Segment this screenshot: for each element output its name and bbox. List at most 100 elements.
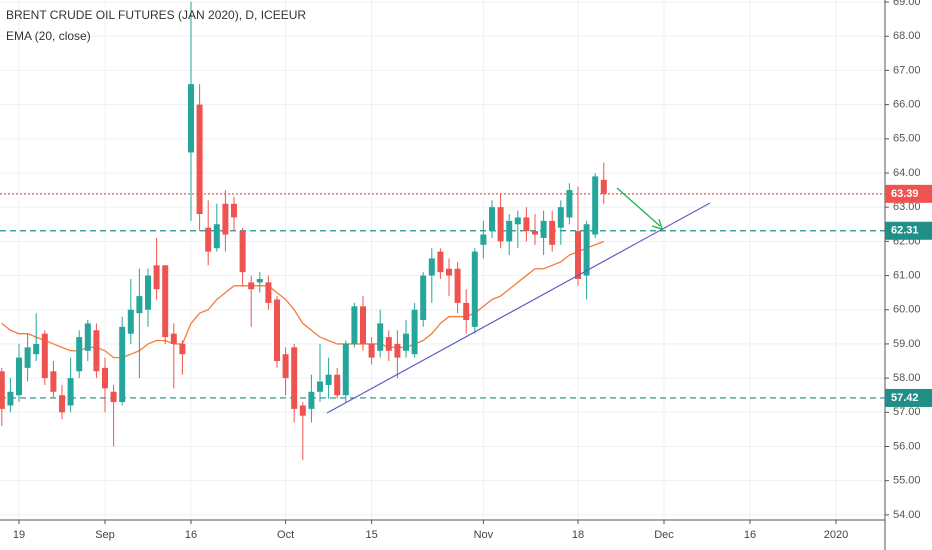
candle-body (411, 309, 418, 355)
candle-body (50, 371, 57, 392)
candle-body (170, 333, 177, 344)
x-tick-label: 18 (572, 529, 584, 541)
candle-body (403, 333, 409, 351)
candle-body (549, 220, 556, 245)
candle-body (368, 343, 375, 358)
candle-body (385, 337, 392, 351)
trend-line (326, 202, 711, 414)
candle-body (179, 343, 186, 355)
y-tick-label: 60.00 (893, 304, 921, 316)
x-tick-label: 2020 (824, 529, 848, 541)
candle-body (59, 395, 65, 413)
candle-body (248, 282, 255, 290)
candle-body (196, 104, 203, 215)
candle-body (127, 309, 134, 334)
candle-body (420, 275, 427, 320)
y-tick-label: 63.00 (893, 201, 921, 213)
candle-body (162, 265, 169, 338)
candle-body (93, 330, 100, 372)
x-tick-label: 16 (744, 529, 756, 541)
candle-body (360, 306, 366, 344)
price-label-box (885, 221, 932, 240)
candle-body (489, 207, 495, 232)
candle-body (308, 391, 315, 409)
candle-body (506, 220, 513, 242)
y-tick-label: 58.00 (893, 372, 921, 384)
y-tick-label: 64.00 (893, 167, 921, 179)
candle-body (76, 337, 83, 372)
candle-body (102, 367, 108, 389)
y-tick-label: 54.00 (893, 509, 921, 521)
price-label: 62.31 (891, 225, 919, 237)
candle-body (282, 354, 289, 379)
price-lines (0, 193, 885, 399)
candle-body (16, 357, 22, 396)
candle-body (67, 378, 74, 406)
indicator-legend: EMA (20, close) (6, 29, 91, 43)
candle-body (7, 391, 14, 406)
candle-body (325, 374, 332, 385)
y-tick-label: 57.00 (893, 406, 921, 418)
chart-title: BRENT CRUDE OIL FUTURES (JAN 2020), D, I… (6, 8, 306, 22)
price-label: 63.39 (891, 188, 919, 200)
arrow (616, 187, 661, 227)
candle-body (317, 381, 323, 392)
y-tick-label: 59.00 (893, 338, 921, 350)
candle-body (136, 296, 143, 314)
candle-body (41, 333, 48, 379)
candle-body (428, 258, 435, 276)
candle-body (231, 203, 237, 218)
candle-body (540, 220, 547, 238)
candles (0, 2, 607, 461)
candle-body (110, 391, 117, 403)
candle-body (265, 282, 272, 303)
candle-body (600, 179, 607, 194)
candle-body (497, 207, 504, 242)
candle-body (592, 176, 599, 235)
candle-body (153, 265, 160, 290)
candle-body (351, 306, 358, 344)
x-tick-label: Sep (95, 529, 115, 541)
candle-body (342, 343, 349, 396)
y-tick-label: 61.00 (893, 269, 921, 281)
candle-body (566, 190, 573, 218)
price-label-box (885, 184, 932, 203)
y-tick-label: 55.00 (893, 475, 921, 487)
y-tick-label: 66.00 (893, 99, 921, 111)
candle-body (575, 231, 581, 279)
y-tick-label: 67.00 (893, 64, 921, 76)
price-label-box (885, 388, 932, 407)
x-tick-label: 19 (13, 529, 25, 541)
candle-body (446, 268, 452, 276)
candle-body (394, 343, 401, 358)
candle-body (213, 224, 220, 249)
candle-body (188, 84, 194, 153)
candle-body (334, 374, 341, 396)
y-tick-label: 56.00 (893, 440, 921, 452)
x-tick-label: 15 (365, 529, 377, 541)
candle-body (145, 275, 151, 310)
x-tick-label: Oct (277, 529, 294, 541)
y-tick-label: 68.00 (893, 30, 921, 42)
candle-body (205, 227, 212, 252)
candle-body (24, 347, 31, 368)
candle-body (299, 405, 306, 416)
ema-line (1, 240, 605, 359)
x-tick-label: Nov (474, 529, 494, 541)
candle-body (437, 251, 444, 273)
price-label: 57.42 (891, 392, 919, 404)
candle-body (514, 217, 521, 225)
candle-body (471, 251, 478, 327)
candle-body (532, 231, 538, 235)
axes: 54.00 55.00 56.00 57.00 58.00 59.00 60.00 61.00… (13, 0, 932, 541)
x-tick-label: 16 (185, 529, 197, 541)
candle-body (480, 234, 487, 245)
candle-body (454, 268, 461, 303)
x-tick-label: Dec (654, 529, 674, 541)
y-tick-label: 69.00 (893, 0, 921, 8)
arrow-head (651, 218, 663, 230)
candle-body (291, 347, 298, 409)
candle-body (119, 326, 126, 403)
candle-body (256, 278, 263, 283)
